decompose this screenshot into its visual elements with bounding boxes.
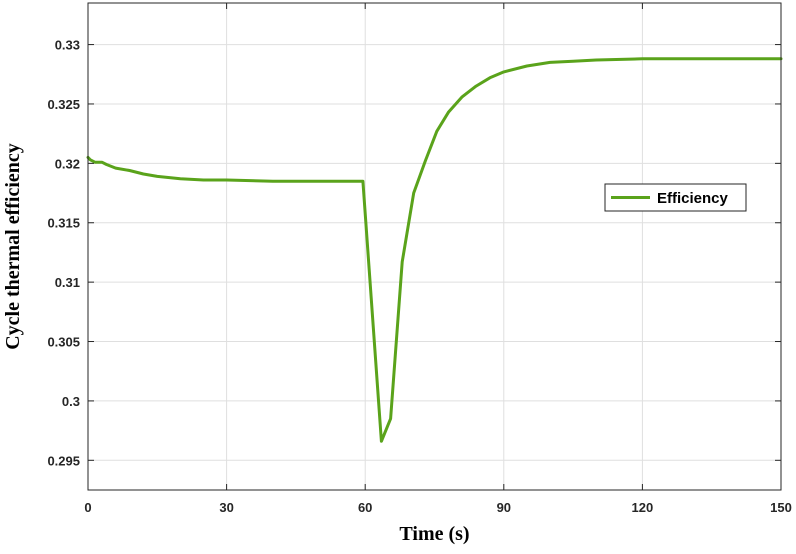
y-tick-label: 0.325	[47, 97, 80, 112]
legend: Efficiency	[604, 183, 747, 212]
y-tick-label: 0.31	[55, 275, 80, 290]
y-tick-label: 0.3	[62, 394, 80, 409]
ticks: 0 30 60 90 120 150 0.295 0.3 0.305 0.31 0.315 0.32 0…	[47, 3, 792, 515]
y-tick-label: 0.32	[55, 156, 80, 171]
y-tick-label: 0.315	[47, 216, 80, 231]
x-axis-title: Time (s)	[399, 523, 469, 545]
y-axis-title: Cycle thermal efficiency	[2, 143, 24, 350]
x-tick-label: 0	[84, 500, 91, 515]
y-tick-label: 0.295	[47, 453, 80, 468]
series-line-efficiency	[86, 57, 783, 443]
x-tick-label: 30	[219, 500, 233, 515]
x-tick-label: 120	[632, 500, 654, 515]
series-layer	[86, 57, 783, 443]
legend-label-efficiency: Efficiency	[657, 190, 729, 207]
y-tick-label: 0.33	[55, 38, 80, 53]
x-tick-label: 90	[497, 500, 511, 515]
plot-area	[88, 3, 781, 490]
x-tick-label: 150	[770, 500, 792, 515]
x-tick-label: 60	[358, 500, 372, 515]
grid	[88, 3, 781, 490]
plot-frame	[87, 2, 782, 491]
y-tick-label: 0.305	[47, 335, 80, 350]
